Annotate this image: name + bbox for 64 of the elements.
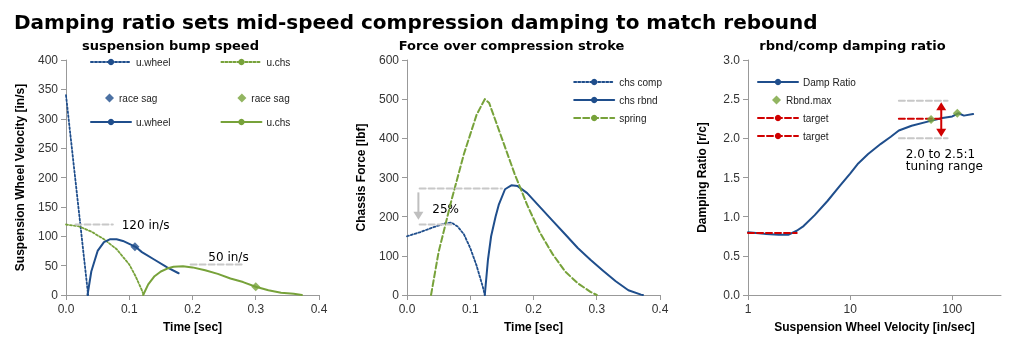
- y-tick-label: 200: [378, 209, 400, 224]
- y-tick-label: 200: [37, 170, 59, 185]
- y-tick-label: 2.0: [723, 131, 741, 146]
- legend-label: u.wheel: [136, 116, 171, 128]
- legend-label: Damp Ratio: [803, 76, 857, 88]
- legend-label: u.chs: [266, 116, 291, 128]
- chart-title: suspension bump speed: [82, 38, 259, 53]
- legend-label: target: [803, 130, 829, 142]
- text: Damping ratio sets mid-speed compression damping to match rebound: [13, 9, 819, 34]
- x-tick-label: 100: [942, 302, 963, 316]
- legend-label: chs comp: [619, 76, 663, 88]
- y-tick-label: 150: [37, 199, 59, 214]
- annotation: 2.0 to 2.5:1 tuning range: [905, 147, 983, 174]
- y-axis-title: Chassis Force [lbf]: [354, 123, 368, 232]
- y-tick-label: 500: [378, 92, 400, 107]
- legend-label: spring: [619, 112, 647, 124]
- y-tick-label: 3.0: [723, 53, 741, 67]
- x-tick-label: 0.2: [184, 302, 202, 316]
- y-axis-title: Suspension Wheel Velocity [in/s]: [13, 83, 27, 272]
- x-tick-label: 1: [744, 302, 752, 316]
- x-tick-label: 0.3: [247, 302, 265, 316]
- x-tick-label: 0.2: [525, 302, 543, 316]
- x-tick-label: 0.3: [588, 302, 606, 316]
- x-axis-title: Time [sec]: [162, 320, 223, 334]
- legend-label: race sag: [119, 92, 158, 104]
- annotation: 25%: [432, 201, 459, 216]
- y-tick-label: 100: [37, 229, 59, 244]
- x-tick-label: 0.4: [310, 302, 328, 316]
- y-tick-label: 1.5: [723, 170, 741, 185]
- x-tick-label: 10: [843, 302, 858, 316]
- legend-label: chs rbnd: [619, 94, 658, 106]
- x-tick-label: 0.0: [398, 302, 416, 316]
- legend-label: u.chs: [266, 56, 291, 68]
- annotation: 50 in/s: [208, 249, 249, 264]
- x-tick-label: 0.4: [651, 302, 669, 316]
- y-tick-label: 350: [37, 82, 59, 97]
- y-tick-label: 0: [51, 288, 59, 302]
- y-tick-label: 300: [378, 170, 400, 185]
- x-tick-label: 0.0: [57, 302, 75, 316]
- chart-title: rbnd/comp damping ratio: [759, 38, 946, 53]
- y-tick-label: 400: [378, 131, 400, 146]
- legend-label: u.wheel: [136, 56, 171, 68]
- line-series: [430, 98, 598, 296]
- chart-title: Force over compression stroke: [398, 38, 625, 53]
- y-tick-label: 0.5: [723, 248, 741, 263]
- x-axis-title: Suspension Wheel Velocity [in/sec]: [774, 320, 975, 334]
- x-tick-label: 0.1: [461, 302, 479, 316]
- annotation: 120 in/s: [121, 217, 170, 232]
- y-axis-title: Damping Ratio [r/c]: [695, 122, 709, 233]
- y-tick-label: 100: [378, 248, 400, 263]
- y-tick-label: 0: [392, 288, 400, 302]
- y-tick-label: 300: [37, 111, 59, 126]
- x-tick-label: 0.1: [120, 302, 138, 316]
- y-tick-label: 1.0: [723, 209, 741, 224]
- y-tick-label: 2.5: [723, 92, 741, 107]
- y-tick-label: 50: [44, 258, 59, 273]
- y-tick-label: 400: [37, 53, 59, 67]
- y-tick-label: 0.0: [723, 288, 741, 302]
- y-tick-label: 600: [378, 53, 400, 67]
- y-tick-label: 250: [37, 141, 59, 156]
- x-axis-title: Time [sec]: [503, 320, 564, 334]
- legend-label: race sag: [251, 92, 290, 104]
- legend-label: Rbnd.max: [786, 94, 832, 106]
- legend-label: target: [803, 112, 829, 124]
